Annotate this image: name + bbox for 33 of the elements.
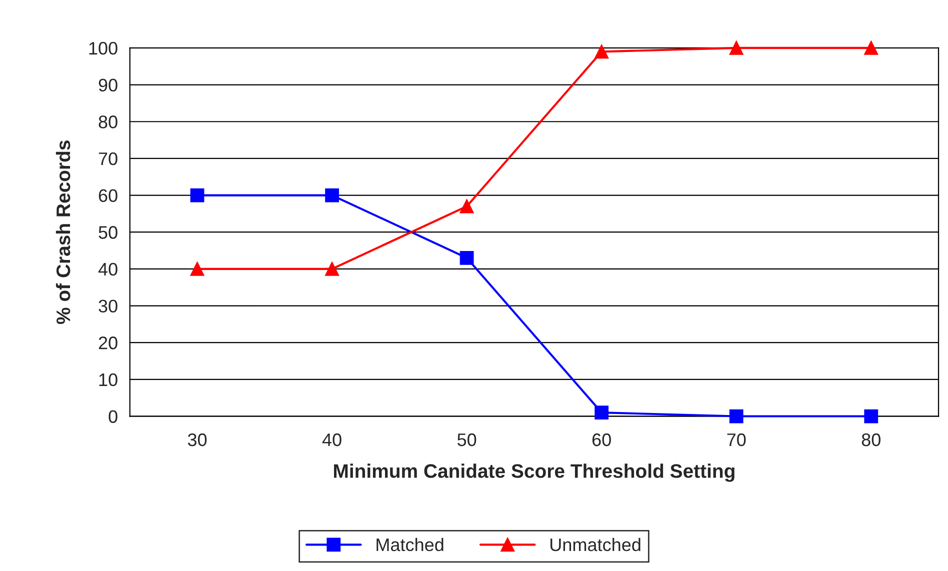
x-tick-label: 70 <box>727 433 746 446</box>
point <box>594 406 609 420</box>
y-tick-label: 100 <box>89 42 118 55</box>
x-tick-label: 80 <box>862 433 880 446</box>
y-tick-label: 0 <box>108 410 118 423</box>
y-tick-label: 90 <box>98 78 118 92</box>
y-tick-label: 20 <box>98 336 118 350</box>
point <box>729 41 744 55</box>
y-tick-label: 60 <box>98 189 118 202</box>
x-axis-title: Minimum Canidate Score Threshold Setting <box>334 464 734 482</box>
y-tick-label: 70 <box>98 152 118 166</box>
point <box>190 188 204 202</box>
legend-label: Matched <box>376 538 444 552</box>
x-tick-label: 60 <box>592 433 611 446</box>
point <box>325 188 339 202</box>
point <box>864 409 878 424</box>
point <box>325 262 339 276</box>
y-tick-label: 50 <box>98 226 118 239</box>
x-tick-label: 50 <box>457 433 476 446</box>
y-tick-label: 80 <box>98 116 118 128</box>
y-axis-title: % of Crash Records <box>56 140 70 324</box>
point <box>460 250 474 265</box>
legend-label: Unmatched <box>550 538 640 552</box>
y-tick-label: 40 <box>98 262 118 276</box>
point <box>864 41 878 55</box>
point <box>190 262 204 276</box>
x-tick-label: 30 <box>188 433 207 446</box>
x-tick-label: 40 <box>322 433 342 446</box>
point <box>594 44 609 59</box>
point <box>460 199 474 214</box>
y-tick-label: 10 <box>99 373 118 386</box>
y-tick-label: 30 <box>98 300 118 312</box>
point <box>729 409 744 424</box>
